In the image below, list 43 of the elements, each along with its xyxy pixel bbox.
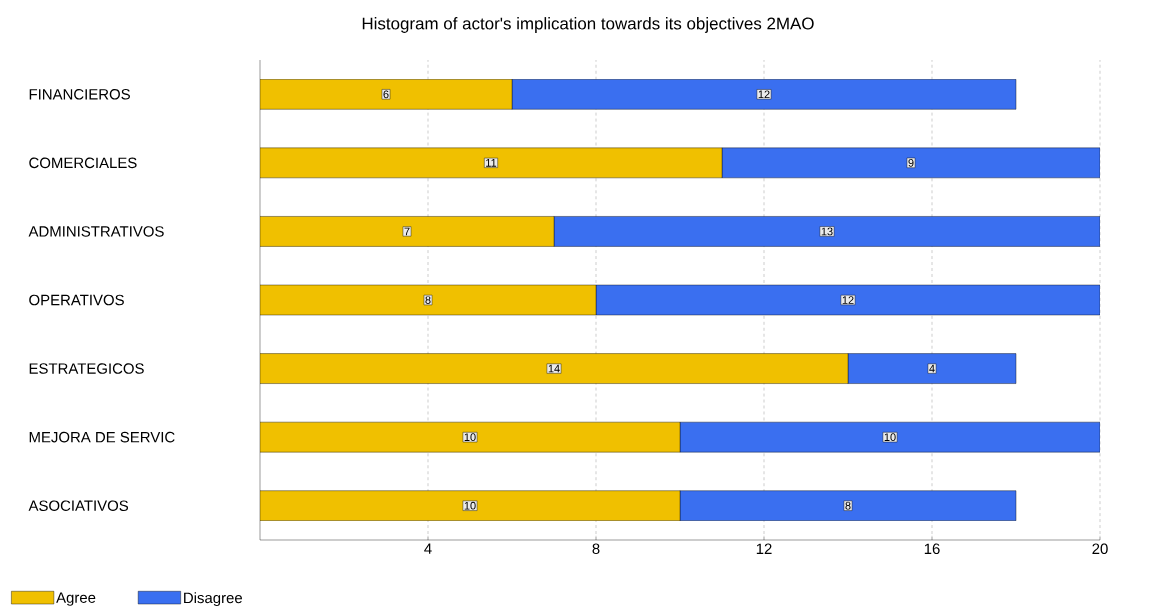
data-label: 12 [758, 90, 770, 99]
data-label: 8 [425, 296, 431, 304]
data-label: 7 [404, 227, 410, 236]
data-label: 9 [908, 158, 914, 167]
bar [260, 216, 555, 247]
bar [679, 421, 1101, 453]
data-label: 10 [464, 433, 476, 442]
x-tick-label: 12 [756, 543, 772, 554]
y-tick-label: OPERATIVOS [29, 294, 124, 306]
x-tick-label: 20 [1092, 543, 1108, 555]
bar [511, 79, 1017, 110]
bar [679, 490, 1017, 521]
bar [553, 216, 1101, 247]
data-label: 10 [884, 433, 896, 442]
bar [260, 490, 681, 521]
x-tick-label: 4 [424, 543, 432, 554]
y-tick-label: MEJORA DE SERVIC [29, 431, 175, 443]
y-tick-label: FINANCIEROS [29, 88, 130, 100]
data-label: 4 [929, 364, 935, 373]
y-tick-label: ADMINISTRATIVOS [28, 226, 164, 237]
bar [260, 421, 681, 453]
data-label: 12 [842, 296, 854, 304]
x-tick-label: 16 [924, 543, 940, 555]
bar [260, 79, 513, 110]
y-tick-label: ESTRATEGICOS [29, 363, 144, 374]
legend-label: Disagree [184, 592, 242, 607]
y-tick-label: ASOCIATIVOS [28, 500, 129, 511]
x-tick-label: 8 [592, 543, 600, 555]
bar [721, 147, 1101, 179]
legend-label: Agree [56, 592, 96, 606]
data-label: 6 [383, 90, 389, 99]
chart-title: Histogram of actor's implication towards its objectives 2MAO [362, 17, 814, 33]
bar [260, 147, 723, 179]
data-label: 14 [548, 364, 560, 373]
data-label: 8 [845, 501, 851, 510]
y-tick-label: COMERCIALES [29, 157, 137, 169]
bar [260, 353, 849, 384]
data-label: 10 [464, 501, 476, 510]
bar [595, 284, 1101, 316]
data-label: 13 [821, 227, 833, 236]
data-label: 11 [486, 159, 497, 167]
bar [847, 353, 1017, 384]
bar [260, 284, 597, 316]
